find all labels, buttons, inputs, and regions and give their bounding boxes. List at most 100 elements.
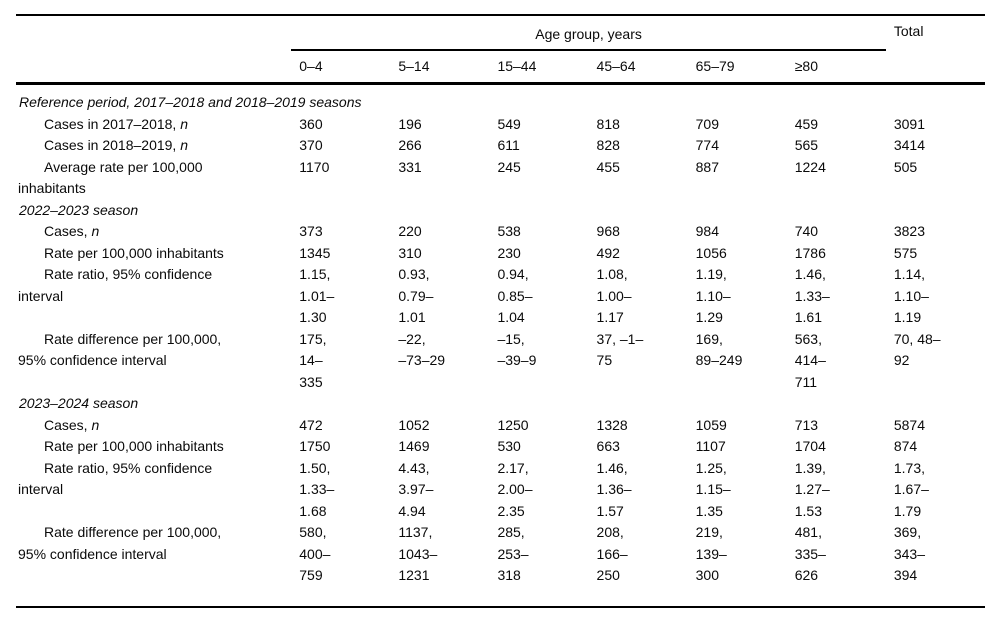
row-label: Average rate per 100,000 inhabitants xyxy=(16,157,291,200)
table-row: Cases in 2018–2019, n 370 266 611 828 774 565 3… xyxy=(16,135,985,157)
section-title-row: Reference period, 2017–2018 and 2018–201… xyxy=(16,84,985,114)
value-cell: 1704 xyxy=(794,438,826,454)
row-label: Cases in 2018–2019, n xyxy=(16,135,291,157)
section-title: 2022–2023 season xyxy=(19,201,139,218)
row-label: Cases, n xyxy=(16,221,291,243)
row-label-text: Rate ratio, 95% confidence interval xyxy=(18,266,213,304)
value-cell: –15, –39–9 xyxy=(497,330,537,369)
table-row: Rate ratio, 95% confidence interval 1.15,… xyxy=(16,264,985,329)
value-cell: 874 xyxy=(893,438,918,454)
table-row: Age group, years Total xyxy=(16,15,985,85)
table-row: 0–4 5–14 15–44 45–64 65–79 ≥80 xyxy=(16,50,985,85)
value-cell: 538 xyxy=(497,223,521,239)
value-cell: 0.94, 0.85– 1.04 xyxy=(497,266,533,325)
row-label: Rate per 100,000 inhabitants xyxy=(16,243,291,265)
value-cell: 266 xyxy=(398,137,422,153)
row-label-text: Rate ratio, 95% confidence interval xyxy=(18,459,213,498)
value-cell: 1786 xyxy=(794,244,826,261)
value-cell: 1107 xyxy=(695,438,726,454)
value-cell: 3091 xyxy=(893,115,926,132)
value-cell: 2.17, 2.00– 2.35 xyxy=(497,459,533,519)
value-cell: 472 xyxy=(299,416,323,433)
value-cell: 459 xyxy=(794,115,819,132)
value-cell: 285, 253– 318 xyxy=(497,524,529,583)
value-cell: 370 xyxy=(299,137,323,153)
table-row: Rate ratio, 95% confidence interval 1.50,… xyxy=(16,458,985,523)
row-label-text: Rate per 100,000 inhabitants xyxy=(44,244,224,261)
value-cell: 1.14, 1.10– 1.19 xyxy=(893,266,929,325)
row-label-text: Rate per 100,000 inhabitants xyxy=(44,438,224,454)
value-cell: 373 xyxy=(299,223,323,239)
value-cell: 1328 xyxy=(596,416,628,433)
value-cell: 563, 414– 711 xyxy=(794,330,826,390)
age-column-header: 15–44 xyxy=(489,50,589,85)
table-row: Rate per 100,000 inhabitants 1345 310 230 49… xyxy=(16,243,985,265)
table-row: Rate per 100,000 inhabitants 1750 1469 530 6… xyxy=(16,436,985,458)
value-cell: 369, 343– 394 xyxy=(893,524,926,583)
value-cell: 455 xyxy=(596,158,620,175)
value-cell: 196 xyxy=(398,115,422,132)
value-cell: 70, 48– 92 xyxy=(893,330,941,369)
value-cell: 580, 400– 759 xyxy=(299,524,331,583)
row-label-text: Average rate per 100,000 inhabitants xyxy=(18,158,203,197)
age-column-header: ≥80 xyxy=(786,50,886,85)
value-cell: 220 xyxy=(398,223,422,239)
value-cell: 968 xyxy=(596,223,620,239)
row-label: Cases in 2017–2018, n xyxy=(16,114,291,136)
value-cell: 505 xyxy=(893,158,918,175)
section-title: 2023–2024 season xyxy=(19,395,139,411)
value-cell: 740 xyxy=(794,223,819,239)
value-cell: 3414 xyxy=(893,137,926,153)
value-cell: 1059 xyxy=(695,416,727,433)
age-column-header: 45–64 xyxy=(588,50,688,85)
section-title: Reference period, 2017–2018 and 2018–201… xyxy=(19,94,362,110)
value-cell: 530 xyxy=(497,438,521,454)
seasonal-rates-table: Age group, years Total 0–4 5–14 15–44 45–64… xyxy=(16,14,985,608)
value-cell: 887 xyxy=(695,158,719,175)
age-column-header: 65–79 xyxy=(687,50,787,85)
value-cell: 709 xyxy=(695,115,719,132)
value-cell: 219, 139– 300 xyxy=(695,524,727,583)
row-label-text: Cases, xyxy=(44,416,92,433)
row-label: Rate difference per 100,000, 95% confide… xyxy=(16,522,291,607)
value-cell: 1224 xyxy=(794,158,826,175)
value-cell: 245 xyxy=(497,158,521,175)
value-cell: 1.08, 1.00– 1.17 xyxy=(596,266,632,325)
value-cell: 1.15, 1.01– 1.30 xyxy=(299,266,335,325)
age-group-spanner-header: Age group, years xyxy=(291,15,886,51)
value-cell: 774 xyxy=(695,137,719,153)
section-title-row: 2022–2023 season xyxy=(16,200,985,222)
header-empty-cell xyxy=(16,15,291,50)
value-cell: 1137, 1043– 1231 xyxy=(398,524,438,583)
value-cell: 1.73, 1.67– 1.79 xyxy=(893,459,929,519)
value-cell: 1345 xyxy=(299,244,331,261)
value-cell: 1.19, 1.10– 1.29 xyxy=(695,266,731,325)
value-cell: 1.46, 1.36– 1.57 xyxy=(596,459,632,519)
value-cell: 1.50, 1.33– 1.68 xyxy=(299,459,335,519)
value-cell: 169, 89–249 xyxy=(695,330,743,369)
value-cell: 3823 xyxy=(893,223,926,239)
value-cell: 818 xyxy=(596,115,620,132)
value-cell: 828 xyxy=(596,137,620,153)
value-cell: 1170 xyxy=(299,158,330,175)
table-body: Reference period, 2017–2018 and 2018–201… xyxy=(16,84,985,607)
table-header: Age group, years Total 0–4 5–14 15–44 45–64… xyxy=(16,15,985,85)
table-row: Average rate per 100,000 inhabitants 1170… xyxy=(16,157,985,200)
value-cell: 37, –1– 75 xyxy=(596,330,644,369)
row-label: Rate per 100,000 inhabitants xyxy=(16,436,291,458)
value-cell: 0.93, 0.79– 1.01 xyxy=(398,266,434,325)
table-row: Cases in 2017–2018, n 360 196 549 818 709 459 3… xyxy=(16,114,985,136)
value-cell: 481, 335– 626 xyxy=(794,524,826,583)
value-cell: 663 xyxy=(596,438,620,454)
value-cell: 1.39, 1.27– 1.53 xyxy=(794,459,830,519)
row-label: Rate ratio, 95% confidence interval xyxy=(16,264,291,329)
row-label-text: Cases in 2018–2019, xyxy=(44,137,181,153)
value-cell: 1469 xyxy=(398,438,430,454)
row-label-italic-suffix: n xyxy=(180,137,189,153)
value-cell: 331 xyxy=(398,158,422,175)
row-label: Rate ratio, 95% confidence interval xyxy=(16,458,291,523)
table-row: Cases, n 472 1052 1250 1328 1059 713 5874 xyxy=(16,415,985,437)
row-label-italic-suffix: n xyxy=(180,115,189,132)
row-label-italic-suffix: n xyxy=(91,416,100,433)
